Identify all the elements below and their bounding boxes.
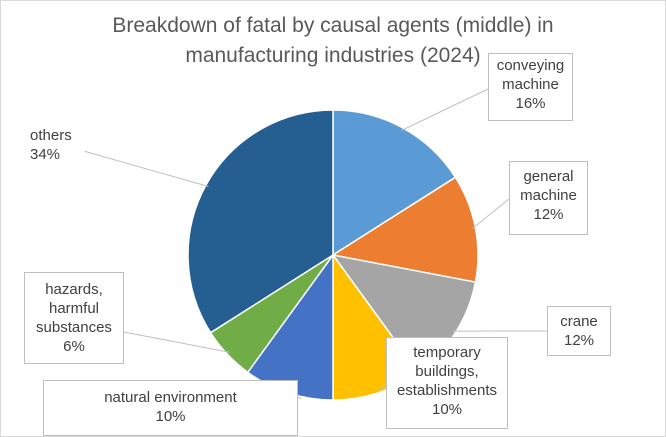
data-label-percent: 16% — [515, 95, 546, 112]
data-label-temporary-buildings: temporary buildings, establishments 10% — [386, 337, 508, 429]
data-label-name-line: others — [30, 127, 72, 144]
data-label-name-line: natural environment — [104, 389, 237, 406]
data-label-percent: 12% — [533, 206, 564, 223]
data-label-name-line: machine — [520, 187, 577, 204]
data-label-percent: 10% — [431, 401, 463, 418]
chart-title: Breakdown of fatal by causal agents (mid… — [1, 11, 665, 71]
leader-line — [123, 331, 230, 353]
data-label-name-line: hazards, — [45, 281, 103, 298]
data-label-name-line: temporary — [413, 344, 481, 361]
data-label-name-line: conveying — [496, 57, 565, 74]
chart-title-line-1: Breakdown of fatal by causal agents (mid… — [112, 14, 554, 37]
data-label-name-line: general — [523, 168, 574, 185]
data-label-name-line: crane — [560, 313, 598, 330]
pie-slice-conveying-machine — [332, 109, 457, 257]
data-label-natural-environment: natural environment 10% — [43, 380, 298, 436]
data-label-crane: crane 12% — [547, 306, 611, 356]
leader-line — [401, 88, 489, 131]
data-label-others: others 34% — [25, 123, 85, 171]
data-label-name-line: substances — [36, 319, 112, 336]
data-label-hazards: hazards, harmful substances 6% — [24, 272, 124, 364]
data-label-name-line: harmful — [48, 300, 100, 317]
data-label-percent: 10% — [155, 408, 186, 425]
data-label-conveying-machine: conveying machine 16% — [488, 53, 573, 121]
leader-line — [72, 147, 209, 188]
chart-title-line-2: manufacturing industries (2024) — [185, 44, 481, 67]
data-label-percent: 34% — [30, 146, 61, 163]
data-label-percent: 12% — [563, 332, 595, 349]
data-label-name-line: establishments — [396, 382, 498, 399]
data-label-percent: 6% — [63, 338, 85, 355]
data-label-general-machine: general machine 12% — [509, 161, 588, 235]
leader-line — [472, 198, 510, 229]
pie-slice-others — [187, 109, 334, 334]
data-label-name-line: buildings, — [415, 363, 479, 380]
pie-slice-general-machine — [330, 176, 479, 284]
data-label-name-line: machine — [502, 76, 559, 93]
